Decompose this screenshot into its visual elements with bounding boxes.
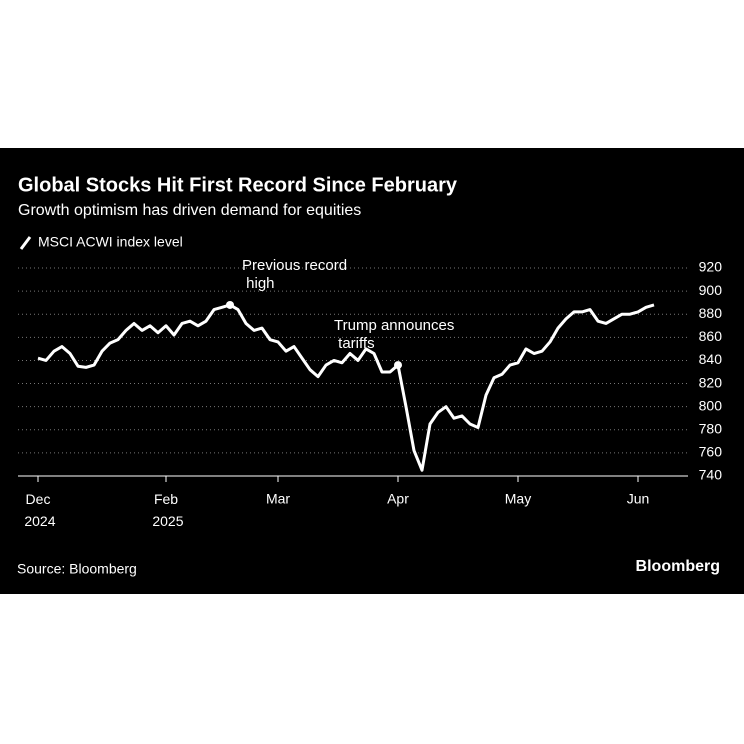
x-tick-label: Feb 2025: [148, 491, 183, 529]
annotation-dot: [226, 300, 234, 309]
legend-label: MSCI ACWI index level: [38, 234, 183, 250]
chart-subtitle: Growth optimism has driven demand for eq…: [18, 202, 361, 219]
annotation-dot: [394, 361, 402, 370]
chart-title: Global Stocks Hit First Record Since Feb…: [18, 174, 458, 196]
x-tick-label: Dec 2024: [20, 491, 55, 529]
brand-logo: Bloomberg: [636, 558, 720, 575]
y-tick-label: 740: [699, 467, 723, 483]
y-tick-label: 880: [699, 305, 723, 321]
x-tick-label: Mar: [266, 491, 290, 507]
y-tick-label: 800: [699, 397, 723, 413]
source: Source: Bloomberg: [17, 561, 137, 577]
annotation: Previous record high: [242, 257, 347, 292]
y-tick-label: 900: [699, 282, 723, 298]
x-tick-label: Jun: [627, 491, 650, 507]
annotation: Trump announces tariffs: [334, 317, 454, 352]
y-tick-label: 920: [699, 259, 723, 275]
y-tick-label: 780: [699, 420, 723, 436]
y-tick-label: 820: [699, 374, 723, 390]
x-tick-label: Apr: [387, 491, 409, 507]
y-tick-label: 860: [699, 328, 723, 344]
legend-swatch: [19, 236, 32, 250]
y-tick-label: 840: [699, 351, 723, 367]
line-series: [37, 303, 655, 472]
x-tick-label: May: [505, 491, 531, 507]
y-tick-label: 760: [699, 444, 723, 460]
panel: [0, 148, 744, 594]
